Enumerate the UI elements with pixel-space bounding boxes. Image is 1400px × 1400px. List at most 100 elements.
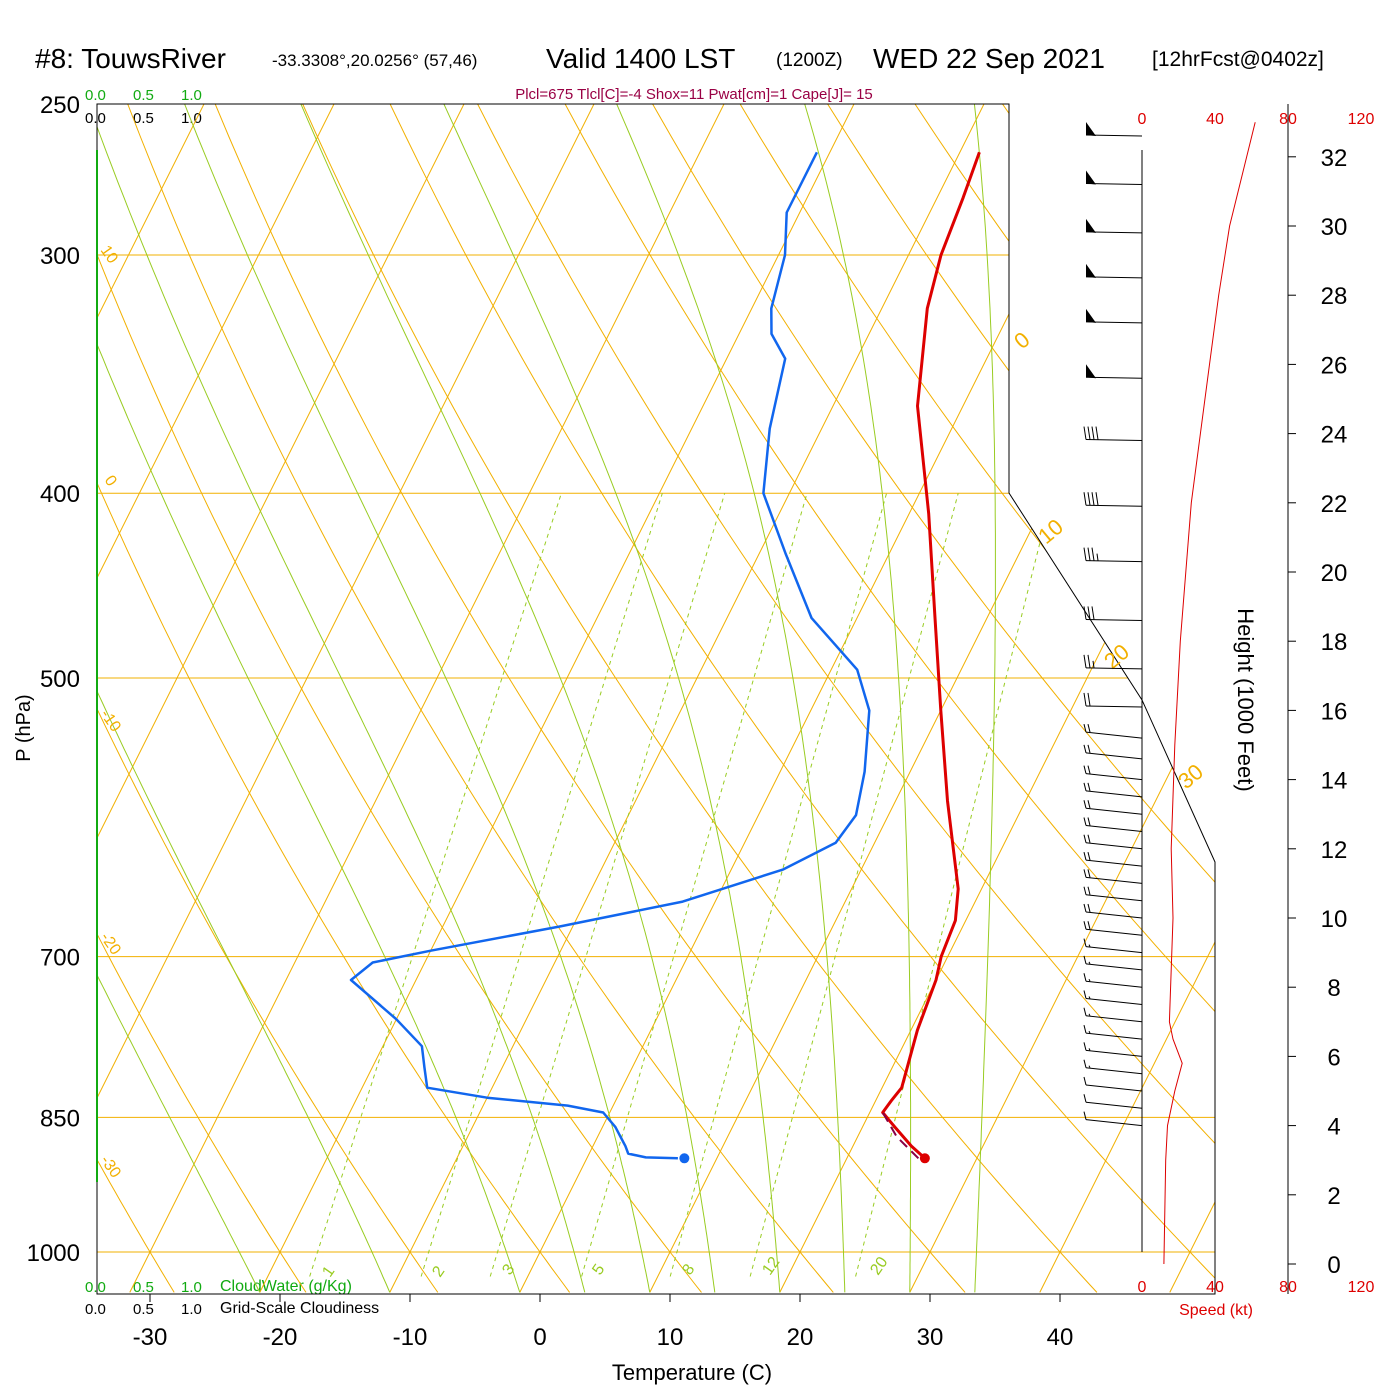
- wind-barb: [1083, 492, 1143, 507]
- cloud-green-top-1: 0.5: [133, 87, 154, 104]
- height-tick-label: 2: [1327, 1183, 1340, 1210]
- x-tick-label: 30: [917, 1324, 944, 1351]
- cloud-black-top-1: 0.5: [133, 110, 154, 127]
- barb-staff: [1085, 859, 1143, 867]
- barb-full: [1091, 547, 1095, 561]
- plot-border: [96, 103, 1216, 1295]
- height-tick-label: 22: [1321, 491, 1348, 518]
- barb-full: [1087, 692, 1091, 707]
- barb-full: [1083, 1111, 1087, 1120]
- barb-full: [1087, 606, 1091, 620]
- barb-staff: [1085, 1101, 1143, 1109]
- speed-axis-label: Speed (kt): [1179, 1302, 1253, 1319]
- cloud-green-bottom-0: 0.0: [85, 1279, 106, 1296]
- isotherm-line: [909, 104, 1215, 1293]
- barb-pennant: [1086, 122, 1096, 137]
- height-tick-label: 20: [1321, 560, 1348, 587]
- barb-half: [1088, 996, 1091, 999]
- barb-half: [1088, 1048, 1091, 1051]
- wind-barb: [1083, 817, 1143, 832]
- moist-adiabat: [97, 104, 261, 1293]
- wind-barb: [1083, 834, 1143, 850]
- barb-staff: [1085, 1049, 1143, 1057]
- wind-barb: [1085, 122, 1143, 137]
- wind-barb: [1083, 1042, 1143, 1057]
- isotherm-line: [389, 104, 1002, 1293]
- barb-full: [1087, 886, 1091, 895]
- mixing-ratio-label: 8: [679, 1261, 698, 1278]
- dry-adiabat: [114, 104, 834, 1293]
- wind-barb: [1083, 938, 1143, 954]
- cloud-black-bottom-0: 0.0: [85, 1301, 106, 1318]
- barb-staff: [1085, 928, 1143, 936]
- mixing-ratio-label: 3: [499, 1261, 518, 1278]
- barb-full: [1087, 817, 1091, 826]
- barb-staff: [1085, 790, 1143, 798]
- wind-barb: [1083, 654, 1143, 670]
- wind-barb: [1085, 364, 1143, 379]
- barb-half: [1088, 961, 1091, 965]
- isotherm-line: [129, 104, 742, 1293]
- barb-staff: [1085, 911, 1143, 919]
- barb-pennant: [1086, 263, 1096, 278]
- dry-adiabat: [1152, 104, 1215, 1293]
- dry-adiabat: [97, 104, 175, 1293]
- moist-adiabat: [97, 104, 521, 1293]
- barb-half: [1088, 944, 1091, 947]
- x-tick-label: 20: [787, 1324, 814, 1351]
- height-tick-label: 28: [1321, 283, 1348, 310]
- barb-full: [1083, 692, 1087, 707]
- barb-full: [1083, 1094, 1087, 1103]
- barb-full: [1083, 817, 1087, 826]
- barb-staff: [1085, 618, 1143, 621]
- speed-tick-bottom: 40: [1206, 1279, 1224, 1296]
- wind-barb: [1083, 1111, 1143, 1127]
- height-tick-label: 10: [1321, 906, 1348, 933]
- y-axis-label: P (hPa): [13, 694, 35, 761]
- wind-barb: [1083, 973, 1143, 988]
- barb-pennant: [1086, 170, 1096, 185]
- wind-barb: [1083, 692, 1143, 708]
- barb-staff: [1085, 773, 1143, 781]
- sounding-series: [349, 151, 981, 1164]
- wind-barb: [1083, 1059, 1143, 1075]
- height-tick-label: 18: [1321, 629, 1348, 656]
- isotherm-line: [1039, 104, 1215, 1293]
- barb-full: [1083, 921, 1087, 930]
- mixing-ratio-line: [420, 493, 663, 1277]
- wind-barb: [1083, 851, 1143, 867]
- dewpoint-line: [349, 151, 871, 1160]
- isotherm-line: [779, 104, 1215, 1293]
- barb-full: [1083, 886, 1087, 895]
- barb-full: [1083, 834, 1087, 843]
- dry-adiabat: [979, 104, 1215, 1293]
- barb-staff: [1085, 731, 1143, 739]
- station-title: #8: TouwsRiver: [35, 43, 226, 74]
- wind-barb: [1083, 1076, 1143, 1092]
- plot-frame: [96, 103, 1216, 1295]
- surface-dewpoint: [679, 1153, 690, 1164]
- barb-staff: [1085, 876, 1143, 884]
- valid-time: Valid 1400 LST: [546, 43, 735, 74]
- stability-indices: Plcl=675 Tlcl[C]=-4 Shox=11 Pwat[cm]=1 C…: [515, 86, 873, 103]
- barb-full: [1095, 426, 1099, 440]
- dry-adiabat: [97, 104, 702, 1293]
- height-tick-label: 14: [1321, 768, 1348, 795]
- dry-adiabat-label: -10: [97, 707, 124, 736]
- barb-staff: [1085, 825, 1143, 832]
- cloud-green-bottom-1: 0.5: [133, 1279, 154, 1296]
- barb-full: [1083, 782, 1087, 792]
- moist-adiabat: [286, 104, 716, 1293]
- height-tick-label: 16: [1321, 698, 1348, 725]
- barb-staff: [1085, 842, 1143, 850]
- barb-full: [1083, 492, 1087, 506]
- cloud-black-top-0: 0.0: [85, 110, 106, 127]
- barb-full: [1087, 782, 1091, 792]
- barb-full: [1087, 654, 1091, 668]
- dry-adiabat: [633, 104, 1215, 1293]
- wind-barb: [1083, 886, 1143, 902]
- x-axis-label: Temperature (C): [612, 1360, 772, 1385]
- cloudiness-label: Grid-Scale Cloudiness: [220, 1300, 379, 1317]
- dry-adiabat: [97, 104, 439, 1293]
- wind-barb: [1083, 723, 1143, 739]
